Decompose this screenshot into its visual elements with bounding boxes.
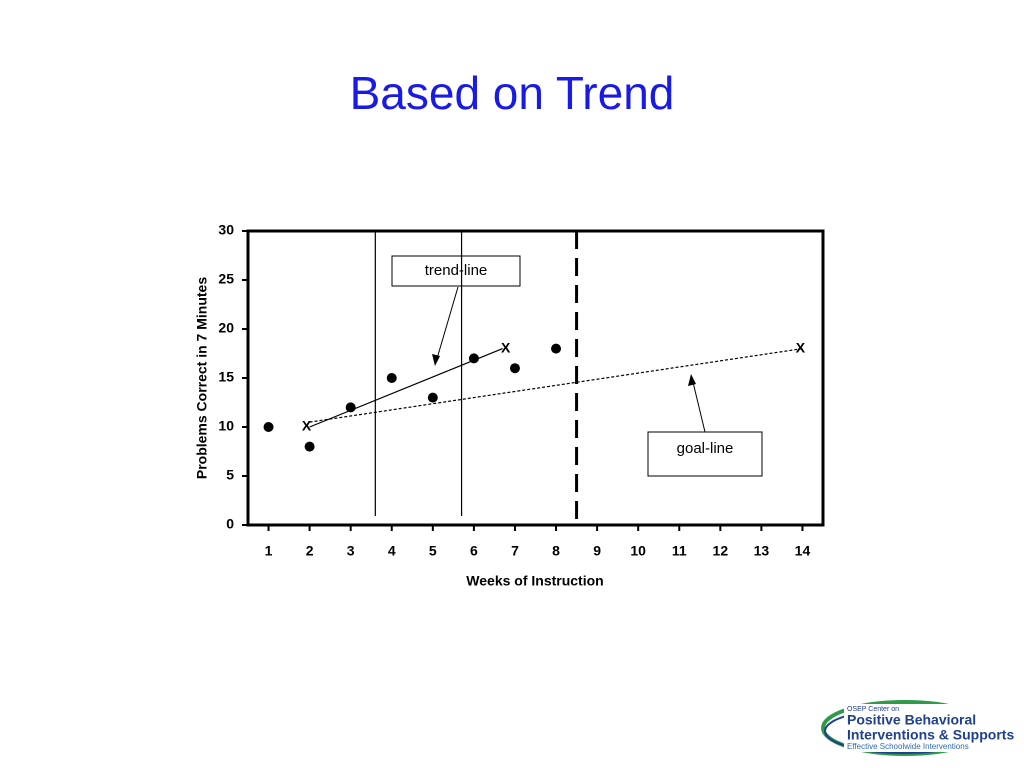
data-point (509, 363, 520, 374)
x-tick-label: 2 (306, 543, 314, 559)
x-tick-label: 9 (593, 543, 601, 559)
x-tick-label: 8 (552, 543, 560, 559)
y-tick-label: 0 (226, 516, 234, 532)
x-tick-label: 1 (265, 543, 273, 559)
data-point (468, 353, 479, 364)
y-tick-label: 5 (226, 467, 234, 483)
arrow (435, 286, 459, 363)
x-marker: X (302, 418, 312, 434)
logo-text: Effective Schoolwide Interventions (847, 742, 969, 751)
x-tick-label: 14 (795, 543, 811, 559)
data-point (263, 422, 274, 432)
goal-line (309, 348, 803, 423)
logo-text: Interventions & Supports (847, 727, 1014, 743)
y-tick-label: 30 (218, 222, 234, 238)
annotation: goal-line (677, 440, 734, 457)
x-marker: X (796, 339, 806, 355)
annotation-box (647, 431, 763, 477)
logo-text: Positive Behavioral (847, 712, 976, 728)
y-tick-label: 20 (218, 320, 234, 336)
x-tick-label: 3 (347, 543, 355, 559)
data-point (427, 392, 438, 403)
x-tick-label: 7 (511, 543, 519, 559)
x-tick-label: 11 (672, 543, 687, 559)
x-marker: X (501, 339, 511, 355)
x-tick-label: 6 (470, 543, 478, 559)
y-axis-label: Problems Correct in 7 Minutes (194, 277, 210, 479)
annotation: trend-line (425, 262, 488, 279)
annotation-box (391, 255, 521, 287)
x-tick-label: 12 (713, 543, 729, 559)
data-point (386, 373, 397, 383)
y-tick-label: 25 (218, 271, 234, 287)
arrow-head (688, 374, 696, 386)
logo-bg (844, 704, 1020, 752)
x-axis-label: Weeks of Instruction (466, 573, 603, 589)
arrow-head (432, 354, 440, 366)
y-tick-label: 10 (218, 418, 234, 434)
logo-text: OSEP Center on (847, 706, 899, 713)
arrow (691, 377, 706, 433)
data-point (304, 441, 315, 452)
x-tick-label: 4 (388, 543, 396, 559)
x-tick-label: 5 (429, 543, 437, 559)
x-tick-label: 10 (630, 543, 646, 559)
data-point (551, 343, 562, 354)
logo: OSEP Center on Positive Behavioral Inter… (821, 700, 1020, 756)
data-point (345, 402, 356, 413)
slide-title: Based on Trend (350, 67, 675, 119)
plot-frame (246, 229, 825, 527)
x-tick-label: 13 (754, 543, 770, 559)
y-tick-label: 15 (218, 369, 234, 385)
